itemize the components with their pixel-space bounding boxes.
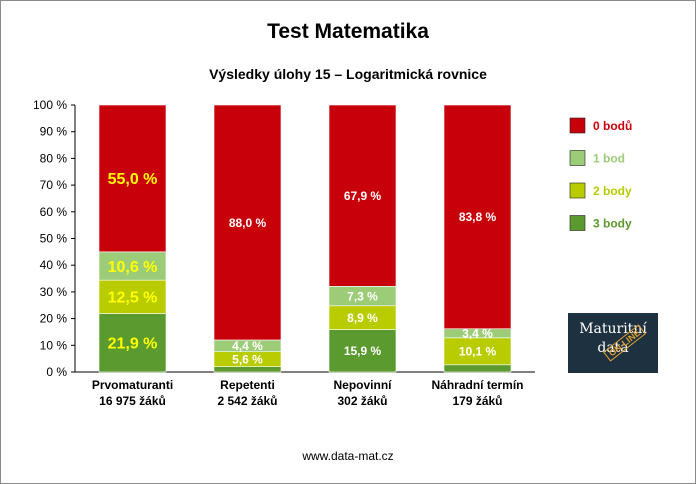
legend-swatch — [569, 182, 586, 199]
data-label: 5,6 % — [232, 353, 263, 367]
bar-segment — [328, 329, 397, 373]
y-tick-label: 100 % — [33, 98, 67, 112]
y-tick-label: 80 % — [40, 151, 68, 165]
y-tick-label: 90 % — [40, 125, 68, 139]
data-label: 10,6 % — [108, 259, 158, 276]
x-tick-label: Náhradní termín — [431, 378, 523, 392]
bar-segment — [213, 104, 282, 341]
data-label: 88,0 % — [229, 216, 267, 230]
y-tick-label: 60 % — [40, 205, 68, 219]
data-label: 21,9 % — [108, 336, 158, 353]
data-label: 12,5 % — [108, 290, 158, 307]
y-tick-label: 10 % — [40, 338, 68, 352]
legend-label: 0 bodů — [593, 119, 632, 133]
x-tick-sublabel: 179 žáků — [452, 394, 502, 408]
legend-swatch — [569, 215, 586, 231]
bar-segment — [443, 104, 512, 330]
x-tick-sublabel: 16 975 žáků — [99, 394, 166, 408]
data-label: 4,4 % — [232, 339, 263, 353]
legend-label: 3 body — [593, 217, 632, 231]
data-label: 15,9 % — [344, 344, 382, 358]
y-tick-label: 20 % — [40, 312, 68, 326]
x-tick-sublabel: 302 žáků — [337, 394, 387, 408]
data-label: 7,3 % — [347, 289, 378, 303]
logo-line-1: Maturitní — [579, 321, 647, 337]
y-tick-label: 0 % — [46, 365, 67, 379]
maturitni-data-logo: Maturitní data ON-LINE — [568, 313, 658, 373]
legend-swatch — [569, 150, 586, 166]
x-tick-label: Nepovinní — [333, 378, 392, 392]
logo-line-2: data — [597, 340, 629, 356]
data-label: 10,1 % — [459, 345, 497, 359]
x-tick-label: Prvomaturanti — [92, 378, 173, 392]
bar-segment — [443, 364, 512, 373]
bar-segment — [443, 337, 512, 366]
footer-url[interactable]: www.data-mat.cz — [302, 449, 394, 463]
bar-segment — [98, 251, 167, 281]
data-label: 55,0 % — [108, 171, 158, 188]
chart-title: Test Matematika — [267, 20, 429, 43]
chart-subtitle: Výsledky úlohy 15 – Logaritmická rovnice — [209, 66, 487, 82]
y-tick-label: 40 % — [40, 258, 68, 272]
y-tick-label: 50 % — [40, 232, 68, 246]
x-tick-sublabel: 2 542 žáků — [217, 394, 277, 408]
data-label: 83,8 % — [459, 210, 497, 224]
legend-label: 1 bod — [593, 152, 625, 166]
legend-label: 2 body — [593, 184, 632, 198]
y-tick-label: 70 % — [40, 178, 68, 192]
bar-segment — [328, 104, 397, 287]
legend-swatch — [569, 117, 586, 134]
y-tick-label: 30 % — [40, 285, 68, 299]
data-label: 8,9 % — [347, 311, 378, 325]
bar-segment — [213, 366, 282, 373]
data-label: 67,9 % — [344, 189, 382, 203]
bar-segment — [98, 104, 167, 253]
data-label: 3,4 % — [462, 327, 493, 341]
x-tick-label: Repetenti — [220, 378, 275, 392]
